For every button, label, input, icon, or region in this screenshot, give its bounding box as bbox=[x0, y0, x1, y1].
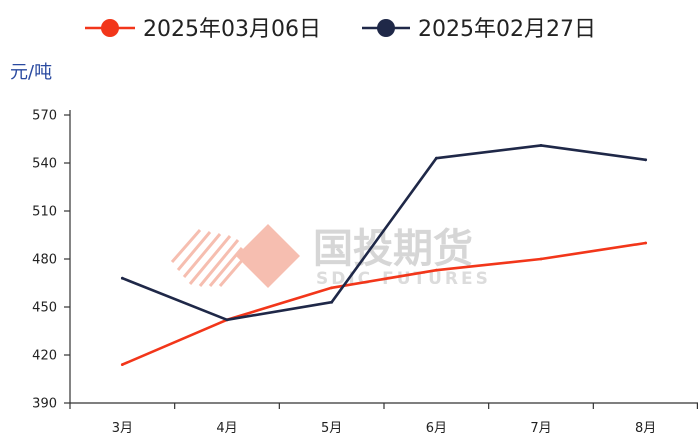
y-tick-label: 510 bbox=[32, 205, 57, 220]
watermark: 国投期货 SDIC FUTURES bbox=[170, 224, 488, 289]
data-point bbox=[644, 158, 648, 162]
y-tick-label: 480 bbox=[32, 253, 57, 268]
legend-label: 2025年02月27日 bbox=[418, 17, 596, 42]
data-point bbox=[434, 156, 438, 160]
y-tick-label: 540 bbox=[32, 157, 57, 172]
series-layer bbox=[120, 144, 648, 366]
watermark-title: 国投期货 bbox=[313, 226, 473, 272]
series-line bbox=[121, 144, 647, 322]
x-axis-ticks: 3月 4月 5月 6月 7月 8月 bbox=[69, 403, 698, 436]
legend-circle-icon bbox=[101, 19, 119, 37]
legend: 2025年03月06日 2025年02月27日 bbox=[85, 17, 596, 42]
y-tick-label: 420 bbox=[32, 349, 57, 364]
legend-item-series-1[interactable]: 2025年03月06日 bbox=[85, 17, 321, 42]
series-line bbox=[121, 241, 647, 366]
x-tick-label: 4月 bbox=[216, 421, 237, 436]
data-point bbox=[330, 300, 334, 304]
data-point bbox=[120, 363, 124, 366]
y-tick-label: 570 bbox=[32, 109, 57, 124]
data-point bbox=[434, 268, 438, 272]
watermark-logo-stripes bbox=[170, 229, 247, 287]
y-axis-unit-label: 元/吨 bbox=[10, 62, 52, 83]
legend-label: 2025年03月06日 bbox=[143, 17, 321, 42]
x-tick-label: 6月 bbox=[426, 421, 447, 436]
y-tick-label: 390 bbox=[32, 397, 57, 412]
y-tick-label: 450 bbox=[32, 301, 57, 316]
x-tick-label: 3月 bbox=[112, 421, 133, 436]
data-point bbox=[539, 257, 543, 261]
data-point bbox=[330, 286, 334, 290]
data-point bbox=[539, 144, 543, 147]
x-tick-label: 8月 bbox=[635, 421, 656, 436]
legend-circle-icon bbox=[377, 19, 395, 37]
data-point bbox=[225, 318, 229, 322]
data-point bbox=[120, 276, 124, 280]
x-tick-label: 5月 bbox=[321, 421, 342, 436]
y-axis-ticks: 390 420 450 480 510 540 570 bbox=[32, 109, 70, 412]
series-2 bbox=[120, 144, 648, 322]
data-point bbox=[644, 241, 648, 245]
watermark-logo-diamond bbox=[236, 224, 300, 288]
x-tick-label: 7月 bbox=[530, 421, 551, 436]
legend-item-series-2[interactable]: 2025年02月27日 bbox=[362, 17, 596, 42]
